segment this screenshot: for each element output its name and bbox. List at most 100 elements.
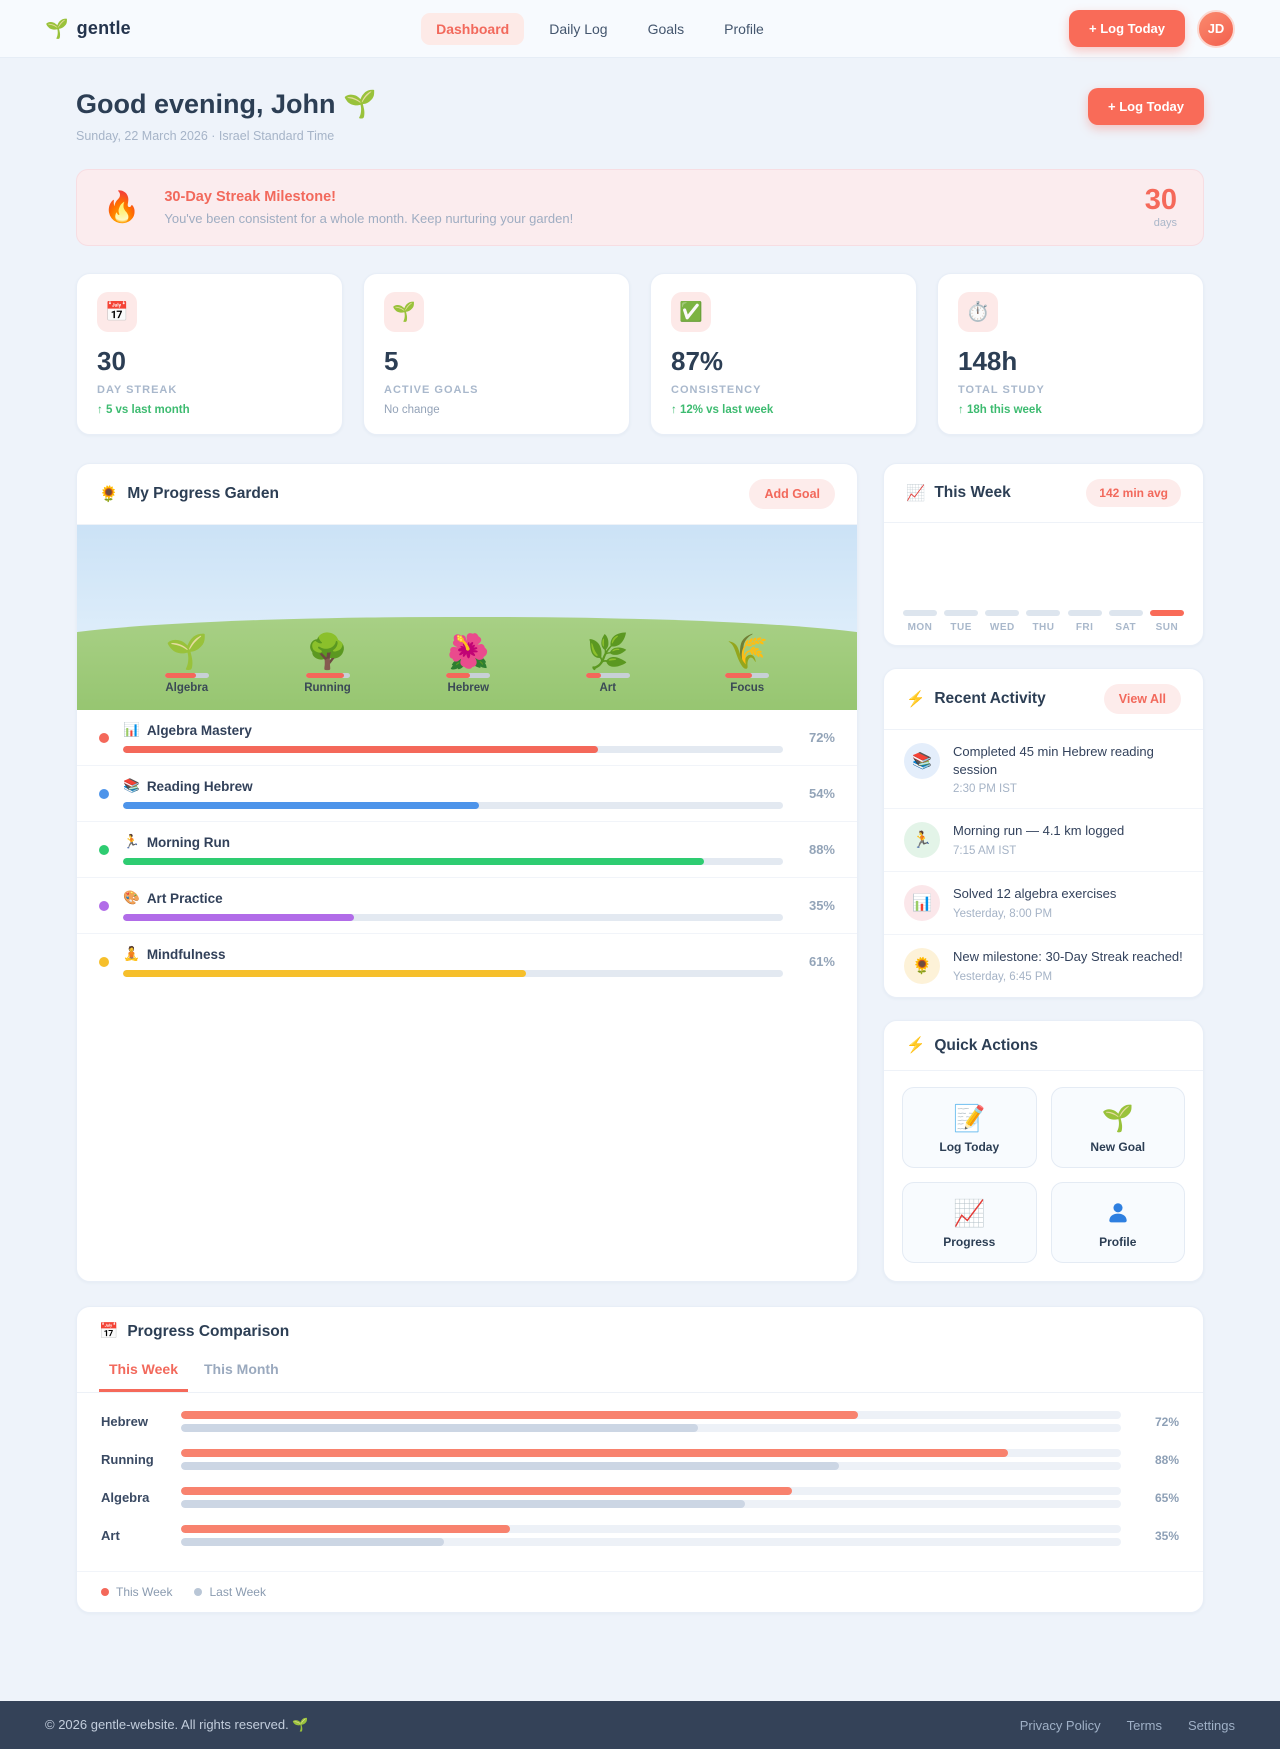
garden-plant-art[interactable]: 🌿 Art xyxy=(585,635,630,694)
day-label: WED xyxy=(989,622,1015,633)
checkmark-icon: ✅ xyxy=(671,292,711,332)
activity-time: 2:30 PM IST xyxy=(953,783,1017,796)
avatar[interactable]: JD xyxy=(1197,9,1235,48)
activity-list: 📚 Completed 45 min Hebrew reading sessio… xyxy=(884,730,1203,997)
page-footer: © 2026 gentle-website. All rights reserv… xyxy=(0,1701,1280,1749)
comparison-rows: Hebrew 72% Running 88% Algebra xyxy=(77,1393,1203,1571)
sprout-logo-icon: 🌱 xyxy=(45,18,69,40)
goal-color-dot xyxy=(99,788,109,799)
garden-scene: 🌱 Algebra 🌳 Running 🌺 Hebrew xyxy=(77,525,857,710)
banner-title: 30-Day Streak Milestone! xyxy=(164,189,337,205)
progress-comparison-card: 📅 Progress Comparison This Week This Mon… xyxy=(76,1306,1204,1614)
goal-name: Mindfulness xyxy=(146,946,226,962)
goal-row-mindfulness: 🧘 Mindfulness 61% xyxy=(77,934,857,989)
stat-delta: ↑ 18h this week xyxy=(958,404,1042,416)
stat-delta: ↑ 5 vs last month xyxy=(97,404,190,416)
garden-plant-hebrew[interactable]: 🌺 Hebrew xyxy=(446,635,491,694)
stat-card-day-streak: 📅 30 DAY STREAK ↑ 5 vs last month xyxy=(76,273,343,435)
memo-icon: 📝 xyxy=(953,1103,986,1134)
nav-item-dashboard[interactable]: Dashboard xyxy=(421,12,525,45)
person-icon xyxy=(1105,1199,1131,1227)
nav-item-goals[interactable]: Goals xyxy=(647,20,685,37)
garden-plant-focus[interactable]: 🌾 Focus xyxy=(725,635,770,694)
quick-action-new-goal[interactable]: 🌱 New Goal xyxy=(1050,1087,1185,1169)
stopwatch-icon: ⏱️ xyxy=(958,292,998,332)
plant-label: Focus xyxy=(730,682,765,694)
goal-row-morning-run: 🏃 Morning Run 88% xyxy=(77,822,857,878)
goal-percent: 61% xyxy=(808,954,835,969)
quick-action-label: Profile xyxy=(1099,1235,1137,1250)
activity-text: Solved 12 algebra exercises xyxy=(953,886,1117,902)
date-line: Sunday, 22 March 2026 · Israel Standard … xyxy=(76,129,335,143)
week-chart: MON TUE WED THU xyxy=(884,523,1203,645)
nav-item-daily-log[interactable]: Daily Log xyxy=(549,20,608,37)
tab-this-week[interactable]: This Week xyxy=(99,1347,188,1393)
goal-list: 📊 Algebra Mastery 72% 📚 Reading Hebrew xyxy=(77,710,857,989)
day-bar xyxy=(985,610,1020,616)
plant-label: Hebrew xyxy=(447,682,490,694)
goal-name: Reading Hebrew xyxy=(146,778,253,794)
brand[interactable]: 🌱 gentle xyxy=(45,17,131,41)
streak-count: 30 xyxy=(1144,184,1177,216)
day-bar xyxy=(903,610,937,616)
meditation-icon: 🧘 xyxy=(123,946,140,961)
palette-icon: 🎨 xyxy=(123,890,140,905)
tab-this-month[interactable]: This Month xyxy=(194,1347,289,1392)
stats-row: 📅 30 DAY STREAK ↑ 5 vs last month 🌱 5 AC… xyxy=(76,273,1204,435)
goal-color-dot xyxy=(99,956,109,967)
quick-action-progress[interactable]: 📈 Progress xyxy=(902,1182,1037,1264)
log-today-button-header[interactable]: + Log Today xyxy=(1088,88,1204,125)
day-label: SAT xyxy=(1115,622,1137,633)
footer-link-privacy-policy[interactable]: Privacy Policy xyxy=(1019,1717,1101,1733)
comparison-label: Hebrew xyxy=(101,1414,148,1430)
day-bar xyxy=(944,610,979,616)
goal-name: Art Practice xyxy=(146,890,223,906)
footer-link-terms[interactable]: Terms xyxy=(1126,1717,1163,1733)
log-today-button-nav[interactable]: + Log Today xyxy=(1069,10,1185,47)
garden-plant-algebra[interactable]: 🌱 Algebra xyxy=(164,635,209,694)
comparison-label: Running xyxy=(101,1452,154,1468)
footer-link-settings[interactable]: Settings xyxy=(1188,1717,1235,1733)
view-all-button[interactable]: View All xyxy=(1103,684,1181,714)
streak-unit: days xyxy=(1153,217,1177,229)
sunflower-icon: 🌻 xyxy=(99,485,119,503)
day-label: SUN xyxy=(1155,622,1179,633)
progress-garden-card: 🌻 My Progress Garden Add Goal 🌱 Algebra … xyxy=(76,463,858,1283)
goal-color-dot xyxy=(99,732,109,743)
comparison-label: Art xyxy=(101,1528,120,1544)
stat-value: 148h xyxy=(958,346,1018,376)
top-navbar: 🌱 gentle Dashboard Daily Log Goals Profi… xyxy=(0,0,1280,58)
copyright-text: © 2026 gentle-website. All rights reserv… xyxy=(45,1717,309,1733)
quick-action-profile[interactable]: Profile xyxy=(1050,1182,1185,1264)
fire-icon: 🔥 xyxy=(103,191,141,224)
legend-label: This Week xyxy=(116,1585,173,1600)
add-goal-button[interactable]: Add Goal xyxy=(749,479,835,509)
runner-icon: 🏃 xyxy=(904,822,940,859)
nav-item-profile[interactable]: Profile xyxy=(724,20,764,37)
seedling-icon: 🌱 xyxy=(384,292,424,332)
day-bar xyxy=(1108,610,1143,616)
quick-action-label: Progress xyxy=(943,1235,996,1250)
goal-percent: 54% xyxy=(808,786,835,801)
plant-label: Algebra xyxy=(165,682,209,694)
goal-row-algebra-mastery: 📊 Algebra Mastery 72% xyxy=(77,710,857,766)
quick-action-log-today[interactable]: 📝 Log Today xyxy=(902,1087,1037,1169)
legend-label: Last Week xyxy=(209,1585,266,1600)
garden-card-title: My Progress Garden xyxy=(127,485,279,502)
activity-item: 📊 Solved 12 algebra exercises Yesterday,… xyxy=(884,872,1203,936)
calendar-icon: 📅 xyxy=(97,292,137,332)
seedling-icon: 🌱 xyxy=(1101,1103,1134,1134)
lightning-icon: ⚡ xyxy=(906,690,926,708)
streak-milestone-banner: 🔥 30-Day Streak Milestone! You've been c… xyxy=(76,169,1204,246)
books-icon: 📚 xyxy=(904,743,940,779)
comparison-row-algebra: Algebra 65% xyxy=(101,1487,1179,1509)
stat-card-consistency: ✅ 87% CONSISTENCY ↑ 12% vs last week xyxy=(650,273,917,435)
goal-percent: 72% xyxy=(808,730,835,745)
quick-actions-title: Quick Actions xyxy=(934,1036,1038,1054)
comparison-title: Progress Comparison xyxy=(127,1322,290,1340)
activity-time: Yesterday, 6:45 PM xyxy=(953,970,1053,983)
stat-label: TOTAL STUDY xyxy=(958,384,1045,396)
garden-plant-running[interactable]: 🌳 Running xyxy=(304,635,351,694)
comparison-row-hebrew: Hebrew 72% xyxy=(101,1411,1179,1433)
avg-minutes-badge: 142 min avg xyxy=(1086,479,1181,507)
